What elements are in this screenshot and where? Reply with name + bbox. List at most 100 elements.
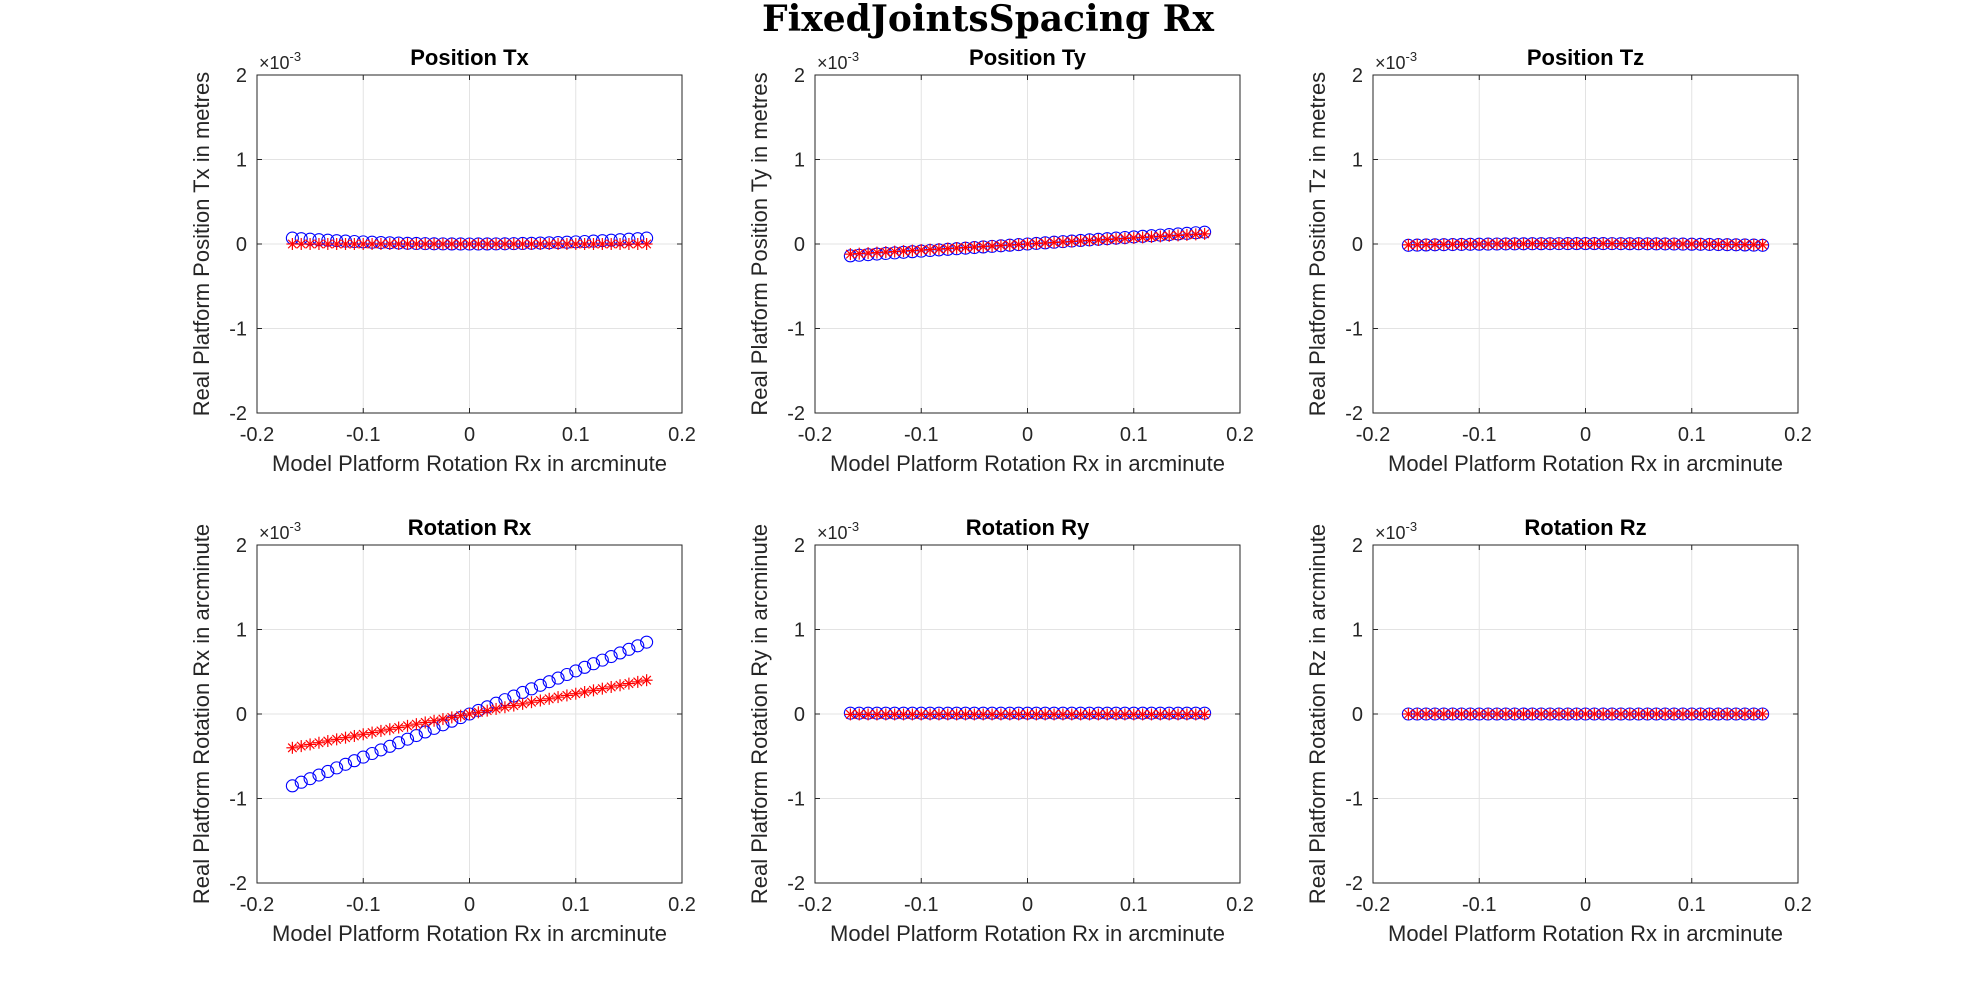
y-tick-label: 2 xyxy=(794,65,805,87)
data-point-asterisk xyxy=(1756,238,1769,251)
asterisk-stroke xyxy=(1155,231,1166,242)
asterisk-stroke xyxy=(1173,709,1183,720)
data-point-asterisk xyxy=(543,692,556,705)
y-tick-label: 1 xyxy=(1352,620,1363,642)
asterisk-stroke xyxy=(1075,236,1086,246)
data-point-asterisk xyxy=(498,238,511,250)
data-point-asterisk xyxy=(622,677,635,690)
x-tick-label: 0.2 xyxy=(1784,424,1812,446)
x-tick-label: 0 xyxy=(464,424,475,446)
data-point-circle xyxy=(383,739,397,753)
data-point-asterisk xyxy=(401,719,414,732)
asterisk-stroke xyxy=(402,721,413,731)
subplot-title: Rotation Rx xyxy=(408,515,532,540)
data-point-asterisk xyxy=(348,729,361,742)
data-point-asterisk xyxy=(436,713,449,726)
asterisk-stroke xyxy=(1722,239,1732,250)
data-point-asterisk xyxy=(1198,708,1211,721)
asterisk-stroke xyxy=(1536,238,1546,249)
data-point-asterisk xyxy=(578,686,591,699)
asterisk-stroke xyxy=(1031,709,1042,720)
exponent-base: ×10 xyxy=(259,523,290,543)
asterisk-stroke xyxy=(1695,709,1706,719)
asterisk-stroke xyxy=(367,727,377,738)
asterisk-stroke xyxy=(447,712,457,723)
y-tick-label: 0 xyxy=(1352,704,1363,726)
data-point-asterisk xyxy=(1730,708,1743,720)
data-point-asterisk xyxy=(1198,227,1211,240)
y-exponent-label: ×10-3 xyxy=(817,519,859,543)
data-point-asterisk xyxy=(428,238,441,250)
y-exponent-label: ×10-3 xyxy=(1375,49,1417,73)
asterisk-stroke xyxy=(1731,709,1741,719)
asterisk-stroke xyxy=(1191,229,1201,240)
asterisk-stroke xyxy=(438,714,448,724)
x-tick-label: 0 xyxy=(1580,894,1591,916)
data-point-asterisk xyxy=(569,687,582,700)
asterisk-stroke xyxy=(349,731,360,741)
asterisk-stroke xyxy=(464,709,475,719)
asterisk-stroke xyxy=(1067,236,1077,247)
data-point-asterisk xyxy=(1756,708,1769,720)
asterisk-stroke xyxy=(1040,238,1050,248)
data-point-asterisk xyxy=(516,697,529,710)
asterisk-stroke xyxy=(960,242,971,253)
asterisk-stroke xyxy=(1580,238,1591,249)
data-point-asterisk xyxy=(596,682,609,695)
data-point-asterisk xyxy=(374,238,387,250)
asterisk-stroke xyxy=(464,239,475,249)
asterisk-stroke xyxy=(1527,239,1538,249)
x-tick-label: -0.2 xyxy=(798,424,832,446)
data-point-asterisk xyxy=(481,704,494,717)
asterisk-stroke xyxy=(1545,709,1555,719)
asterisk-stroke xyxy=(1146,232,1157,242)
asterisk-stroke xyxy=(1164,231,1174,241)
x-tick-label: -0.2 xyxy=(240,894,274,916)
data-point-asterisk xyxy=(339,731,352,744)
asterisk-stroke xyxy=(1580,709,1591,719)
data-point-circle xyxy=(400,732,415,746)
asterisk-stroke xyxy=(889,709,900,720)
subplot-title: Position Tx xyxy=(410,45,529,70)
asterisk-stroke xyxy=(438,239,448,249)
asterisk-stroke xyxy=(1545,238,1555,249)
asterisk-stroke xyxy=(597,239,608,249)
asterisk-stroke xyxy=(1589,238,1600,249)
data-point-circle xyxy=(631,639,645,653)
y-axis-label: Real Platform Rotation Ry in arcminute xyxy=(747,524,772,904)
data-point-asterisk xyxy=(1021,708,1034,721)
y-tick-label: -2 xyxy=(229,873,247,895)
data-point-asterisk xyxy=(605,680,618,693)
x-tick-label: -0.1 xyxy=(346,894,380,916)
data-point-asterisk xyxy=(1561,708,1574,720)
data-point-circle xyxy=(604,649,618,664)
asterisk-stroke xyxy=(1642,709,1653,719)
data-point-asterisk xyxy=(1092,233,1105,246)
data-point-asterisk xyxy=(295,238,308,250)
x-tick-label: 0.2 xyxy=(1226,424,1254,446)
data-point-asterisk xyxy=(1641,708,1654,720)
y-tick-label: -2 xyxy=(1345,403,1363,425)
asterisk-stroke xyxy=(1403,240,1414,250)
data-point-circle xyxy=(285,779,299,793)
series-real-markers xyxy=(844,708,1211,721)
data-point-asterisk xyxy=(1499,237,1512,250)
asterisk-stroke xyxy=(385,724,395,734)
data-point-asterisk xyxy=(454,238,467,250)
data-point-circle xyxy=(613,646,627,660)
data-point-asterisk xyxy=(1579,708,1592,720)
asterisk-stroke xyxy=(1465,709,1476,719)
asterisk-stroke xyxy=(1182,230,1192,240)
asterisk-stroke xyxy=(429,716,439,726)
data-point-asterisk xyxy=(1003,239,1016,252)
asterisk-stroke xyxy=(376,726,386,736)
asterisk-stroke xyxy=(1518,709,1529,719)
asterisk-stroke xyxy=(500,702,510,712)
asterisk-stroke xyxy=(500,239,510,249)
asterisk-stroke xyxy=(1111,709,1121,720)
asterisk-stroke xyxy=(1199,709,1210,720)
data-point-circle xyxy=(374,743,388,757)
asterisk-stroke xyxy=(1447,239,1458,249)
asterisk-stroke xyxy=(1695,239,1706,249)
data-point-asterisk xyxy=(357,728,370,741)
